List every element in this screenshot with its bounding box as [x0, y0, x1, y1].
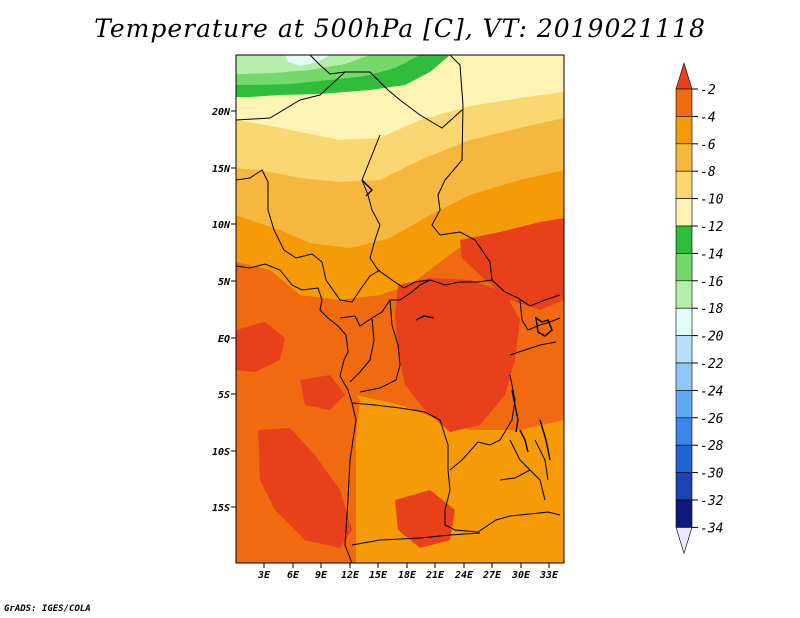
colorbar-label: -16 [700, 275, 724, 290]
colorbar-swatch [675, 116, 693, 145]
lat-label: 15N [212, 164, 231, 175]
colorbar-label: -2 [700, 83, 716, 98]
colorbar-swatch [675, 307, 693, 336]
colorbar-swatch [675, 417, 693, 446]
colorbar-label: -28 [700, 439, 724, 454]
lon-label: 27E [482, 570, 502, 581]
lat-label: 10N [212, 220, 231, 231]
lon-label: 21E [425, 570, 445, 581]
lon-label: 3E [257, 570, 271, 581]
colorbar-label: -30 [700, 467, 724, 482]
colorbar-label: -22 [700, 357, 724, 372]
colorbar-swatch [675, 253, 693, 282]
colorbar-label: -6 [700, 138, 716, 153]
country-borders [236, 55, 561, 563]
colorbar-max-arrow [675, 61, 693, 90]
colorbar-swatch [675, 362, 693, 391]
colorbar-label: -20 [700, 330, 724, 345]
colorbar-swatch [675, 225, 693, 254]
lat-label: 10S [212, 447, 230, 458]
colorbar-swatch [675, 198, 693, 227]
lon-label: 12E [341, 570, 360, 581]
map-title: Temperature at 500hPa [C], VT: 201902111… [94, 14, 706, 43]
lat-label: 5S [218, 390, 230, 401]
colorbar-swatch [675, 472, 693, 501]
colorbar-swatch [675, 444, 693, 473]
lat-label: 20N [211, 107, 231, 118]
colorbar-swatch [675, 170, 693, 199]
colorbar-swatch [675, 88, 693, 117]
lon-label: 33E [539, 570, 559, 581]
colorbar-label: -14 [700, 247, 723, 262]
temperature-field [236, 55, 564, 563]
credit-text: GrADS: IGES/COLA [4, 604, 91, 614]
colorbar-label: -10 [700, 193, 724, 208]
colorbar-label: -32 [700, 494, 724, 509]
lat-tick-marks [231, 110, 236, 508]
colorbar-label: -12 [700, 220, 724, 235]
colorbar: -2 -4 -6 -8 -10 -12 -14 -16 -18 -20 -22 -24 -26 -28 -3… [675, 61, 724, 555]
lat-label: EQ [218, 334, 230, 345]
congo-river-segment [415, 315, 435, 321]
colorbar-min-arrow [675, 527, 693, 555]
lake-mweru [519, 429, 529, 453]
plot-frame [235, 54, 565, 564]
colorbar-swatch [675, 143, 693, 172]
lake-victoria [535, 316, 553, 337]
colorbar-label: -4 [700, 110, 716, 125]
lat-label: 15S [212, 503, 230, 514]
colorbar-swatch [675, 335, 693, 364]
lake-tanganyika [511, 389, 519, 433]
colorbar-label: -24 [700, 384, 723, 399]
colorbar-label: -26 [700, 412, 724, 427]
lon-label: 24E [454, 570, 474, 581]
colorbar-label: -8 [700, 165, 716, 180]
lon-label: 9E [315, 570, 328, 581]
lake-chad [361, 179, 373, 197]
lon-label: 30E [511, 570, 531, 581]
lon-tick-marks [263, 563, 550, 568]
lakes [361, 179, 553, 461]
lon-label: 18E [398, 570, 417, 581]
lon-label: 6E [287, 570, 300, 581]
colorbar-swatch [675, 280, 693, 309]
colorbar-swatch [675, 499, 693, 528]
lat-label: 5N [218, 277, 231, 288]
lake-malawi [539, 419, 551, 461]
colorbar-label: -18 [700, 302, 724, 317]
colorbar-label: -34 [700, 521, 723, 536]
lon-label: 15E [369, 570, 388, 581]
colorbar-swatch [675, 390, 693, 419]
